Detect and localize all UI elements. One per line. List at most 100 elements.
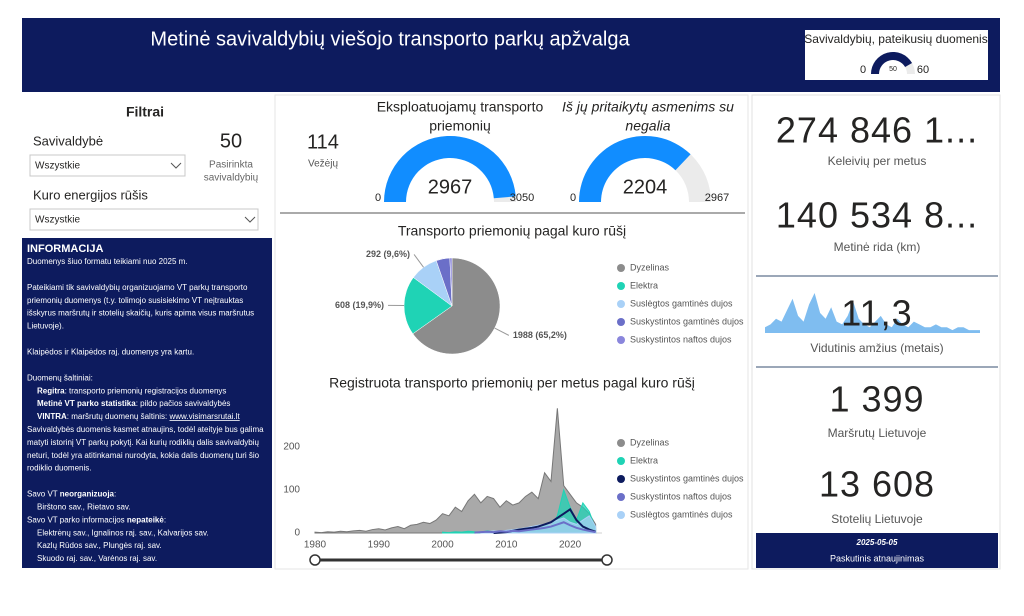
update-label: Paskutinis atnaujinimas (830, 553, 925, 563)
gauge-min: 0 (570, 192, 576, 204)
leader-line (413, 254, 424, 268)
carriers-value: 114 (307, 131, 339, 153)
info-line: priemonių duomenys (t.y. tolimojo susisi… (27, 296, 243, 305)
info-text: Lietuvoje). (27, 322, 64, 331)
sparkline (765, 293, 980, 333)
info-title: INFORMACIJA (27, 243, 103, 255)
x-tick-label: 1980 (304, 540, 327, 551)
info-text: Pateikiami tik savivaldybių organizuojam… (27, 283, 248, 292)
kpi-label: Keleivių per metus (828, 154, 927, 168)
info-text: išskyrus maršrutų ir stotelių skaičių, k… (27, 309, 254, 318)
selected-label: savivaldybių (204, 173, 259, 184)
pie-slice (403, 277, 453, 335)
legend-swatch (617, 336, 625, 344)
legend-swatch (617, 264, 625, 272)
kpi-label: Maršrutų Lietuvoje (828, 426, 927, 440)
header-title: Metinė savivaldybių viešojo transporto p… (150, 28, 630, 50)
x-tick-label: 2020 (559, 540, 582, 551)
info-line: Birštono sav., Rietavo sav. (37, 503, 131, 512)
kpi-label: Metinė rida (km) (834, 240, 921, 254)
info-line: neturi, todėl yra atitinkamai nurodyta, … (27, 451, 260, 460)
submitted-title: Savivaldybių, pateikusių duomenis (804, 32, 987, 46)
info-line: Savo VT parko informacijos nepateikė: (27, 516, 166, 525)
leader-line (494, 327, 510, 336)
kpi-label: Stotelių Lietuvoje (831, 512, 923, 526)
gauge-max: 2967 (705, 192, 729, 204)
info-text: priemonių duomenys (t.y. tolimojo susisi… (27, 296, 243, 305)
info-line: Regitra: transporto priemonių registraci… (37, 386, 226, 395)
info-text: : transporto priemonių registracijos duo… (65, 386, 227, 395)
legend-label: Suslėgtos gamtinės dujos (630, 298, 733, 308)
gauge-max: 60 (917, 64, 929, 76)
kpi-label: Vidutinis amžius (metais) (810, 341, 943, 355)
selected-count: 50 (220, 130, 242, 152)
gauge-value (384, 135, 516, 202)
dropdown-value[interactable]: Wszystkie (35, 161, 80, 172)
info-line: VINTRA: maršrutų duomenų šaltinis: www.v… (37, 412, 241, 421)
pie-slice (412, 257, 501, 355)
dropdown-value[interactable]: Wszystkie (35, 215, 80, 226)
info-text: Metinė VT parko statistika (37, 399, 136, 408)
kpi-value: 1 399 (829, 379, 924, 420)
slider-handle[interactable] (601, 554, 613, 566)
data-label: 292 (9,6%) (366, 249, 410, 259)
info-line: išskyrus maršrutų ir stotelių skaičių, k… (27, 309, 254, 318)
info-line: rodiklio duomenis. (27, 464, 91, 473)
data-label: 1988 (65,2%) (513, 330, 567, 340)
kpi-value: 11,3 (841, 293, 912, 334)
info-line: Savivaldybės duomenis kasmet atnaujins, … (27, 425, 264, 434)
dropdown[interactable] (29, 208, 259, 231)
info-text: : (164, 516, 166, 525)
legend-swatch (617, 282, 625, 290)
y-tick-label: 0 (294, 528, 300, 539)
gauge-title: priemonių (429, 118, 491, 134)
slider-handle[interactable] (309, 554, 321, 566)
pie-slice (449, 257, 453, 307)
info-panel (22, 238, 272, 568)
legend-swatch (617, 318, 625, 326)
carriers-label: Vežėjų (308, 159, 338, 170)
info-text: Savo VT (27, 490, 60, 499)
info-text: : maršrutų duomenų šaltinis: (67, 412, 170, 421)
legend-label: Suskystintos gamtinės dujos (630, 316, 744, 326)
info-line: Pateikiami tik savivaldybių organizuojam… (27, 283, 248, 292)
gauge-title: Iš jų pritaikytų asmenims su (562, 99, 734, 115)
legend-label: Dyzelinas (630, 437, 670, 447)
info-text: Savivaldybės duomenis kasmet atnaujins, … (27, 425, 264, 434)
info-text: Skuodo raj. sav., Varėnos raj. sav. (37, 554, 157, 563)
dropdown[interactable] (29, 154, 186, 177)
legend-swatch (617, 493, 625, 501)
kpi-value: 274 846 1... (776, 110, 978, 151)
selected-label: Pasirinkta (209, 160, 253, 171)
info-text: Elektrėnų sav., Ignalinos raj. sav., Kal… (37, 528, 209, 537)
x-tick-label: 1990 (368, 540, 391, 551)
info-text: VINTRA (37, 412, 67, 421)
chart-title: Registruota transporto priemonių per met… (329, 375, 695, 391)
y-tick-label: 200 (283, 442, 300, 453)
info-text: neorganizuoja (60, 490, 115, 499)
info-text: : pildo pačios savivaldybės (136, 399, 231, 408)
kpi-value: 13 608 (819, 464, 935, 505)
info-line: Metinė VT parko statistika: pildo pačios… (37, 399, 230, 408)
info-line: Elektrėnų sav., Ignalinos raj. sav., Kal… (37, 528, 209, 537)
info-line: Duomenų šaltiniai: (27, 374, 93, 383)
info-line: Skuodo raj. sav., Varėnos raj. sav. (37, 554, 157, 563)
chart-title: Transporto priemonių pagal kuro rūšį (398, 223, 626, 239)
info-line: Klaipėdos ir Klaipėdos raj. duomenys yra… (27, 348, 194, 357)
gauge-min: 0 (375, 192, 381, 204)
info-text: Kazlų Rūdos sav., Plungės raj. sav. (37, 541, 162, 550)
legend-label: Suslėgtos gamtinės dujos (630, 509, 733, 519)
x-tick-label: 2000 (431, 540, 454, 551)
info-link: www.visimarsrutai.lt (169, 412, 241, 421)
x-tick-label: 2010 (495, 540, 518, 551)
info-text: : (114, 490, 116, 499)
middle-panel (274, 94, 749, 570)
gauge-title: negalia (625, 118, 670, 134)
gauge-min: 0 (860, 64, 866, 76)
update-date: 2025-05-05 (856, 538, 898, 547)
filter-label: Savivaldybė (33, 133, 103, 148)
legend-swatch (617, 439, 625, 447)
info-text: Duomenys šiuo formatu teikiami nuo 2025 … (27, 257, 188, 266)
info-text: neturi, todėl yra atitinkamai nurodyta, … (27, 451, 260, 460)
